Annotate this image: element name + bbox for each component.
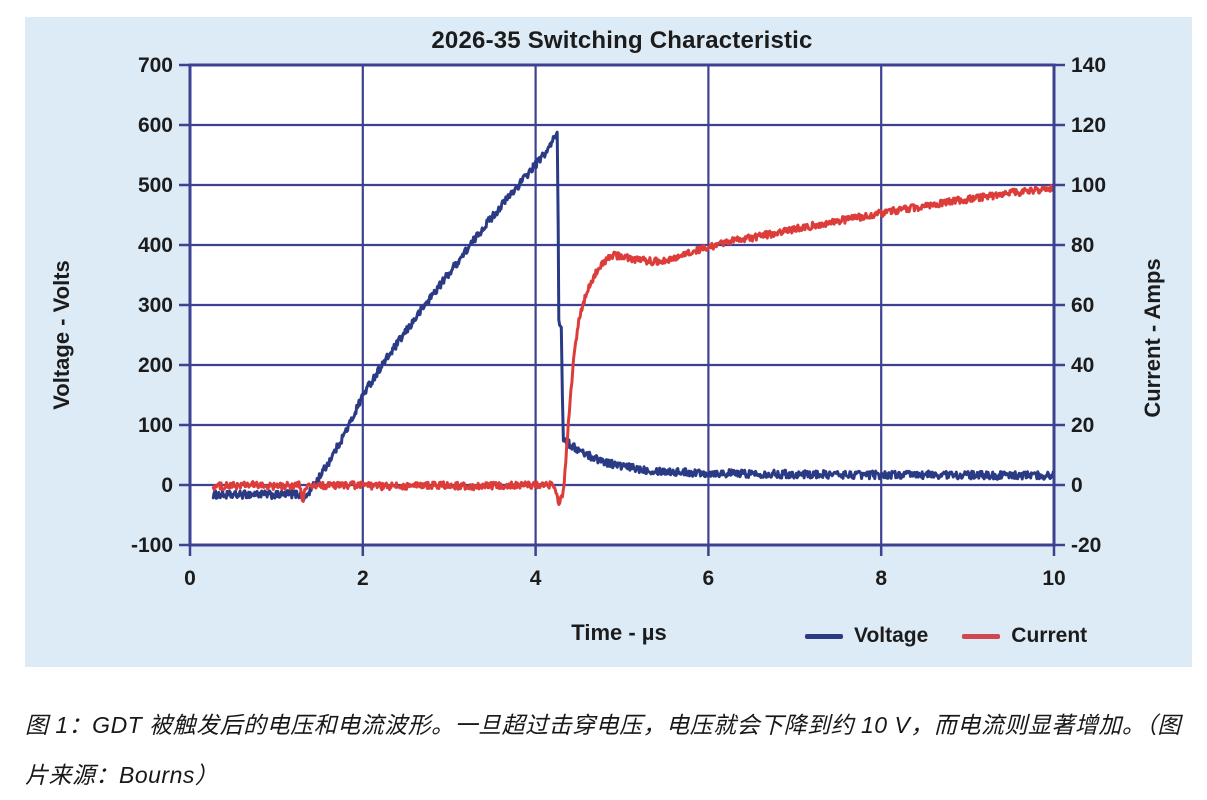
y-axis-title-left: Voltage - Volts bbox=[49, 260, 74, 410]
legend-label-current: Current bbox=[1011, 624, 1088, 647]
y-right-tick-label: 60 bbox=[1071, 294, 1094, 317]
y-left-tick-label: 700 bbox=[138, 54, 173, 77]
y-right-tick-label: 120 bbox=[1071, 114, 1106, 137]
x-tick-label: 4 bbox=[530, 567, 542, 590]
y-left-tick-label: 300 bbox=[138, 294, 173, 317]
current-line-icon bbox=[962, 633, 1001, 639]
y-right-tick-label: 0 bbox=[1071, 474, 1083, 497]
legend-item-current: Current bbox=[962, 624, 1087, 648]
legend: Voltage Current bbox=[805, 623, 1087, 649]
plot-border bbox=[188, 63, 1056, 547]
y-left-tick-label: 500 bbox=[138, 174, 173, 197]
y-right-tick-label: 100 bbox=[1071, 174, 1106, 197]
y-left-tick-label: 600 bbox=[138, 114, 173, 137]
y-right-tick-label: 40 bbox=[1071, 354, 1094, 377]
x-tick-label: 8 bbox=[875, 567, 887, 590]
x-tick-label: 2 bbox=[357, 567, 369, 590]
y-axis-title-right: Current - Amps bbox=[1140, 258, 1165, 418]
y-right-tick-label: 80 bbox=[1071, 234, 1094, 257]
legend-label-voltage: Voltage bbox=[854, 624, 929, 647]
x-tick-label: 10 bbox=[1042, 567, 1065, 590]
current-trace bbox=[211, 184, 1056, 506]
chart-title: 2026-35 Switching Characteristic bbox=[431, 27, 813, 54]
y-left-tick-label: 100 bbox=[138, 414, 173, 437]
y-left-tick-label: 0 bbox=[161, 474, 173, 497]
legend-item-voltage: Voltage bbox=[805, 624, 928, 648]
figure-caption: 图 1：GDT 被触发后的电压和电流波形。一旦超过击穿电压，电压就会下降到约 1… bbox=[25, 712, 1181, 788]
voltage-line-icon bbox=[805, 633, 843, 639]
chart-panel: text{font:bold 21px "Liberation Sans",sa… bbox=[25, 17, 1192, 667]
x-tick-label: 0 bbox=[184, 567, 196, 590]
chart-plot: text{font:bold 21px "Liberation Sans",sa… bbox=[131, 54, 1106, 590]
y-right-tick-label: -20 bbox=[1071, 534, 1101, 557]
y-left-tick-label: 400 bbox=[138, 234, 173, 257]
x-axis-title: Time - µs bbox=[571, 620, 667, 645]
x-tick-label: 6 bbox=[703, 567, 715, 590]
voltage-trace bbox=[211, 130, 1056, 502]
y-right-tick-label: 20 bbox=[1071, 414, 1094, 437]
y-right-tick-label: 140 bbox=[1071, 54, 1106, 77]
y-left-tick-label: 200 bbox=[138, 354, 173, 377]
y-left-tick-label: -100 bbox=[131, 534, 173, 557]
